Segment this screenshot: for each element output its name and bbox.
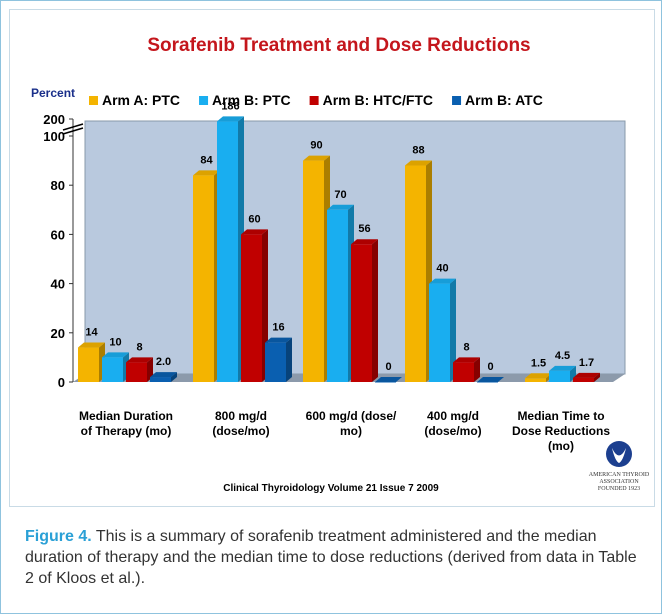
data-label: 186 [221, 100, 239, 112]
data-label: 0 [385, 361, 391, 373]
bar-top [150, 372, 177, 378]
bar-top [477, 377, 504, 382]
bar-top [573, 372, 600, 378]
caption-text: This is a summary of sorafenib treatment… [25, 528, 637, 587]
x-tick-label: Median Duration of Therapy (mo) [78, 409, 173, 438]
data-label: 90 [310, 140, 322, 152]
logo-mark [606, 441, 632, 467]
bar [429, 283, 450, 382]
bar-side [372, 239, 378, 382]
data-label: 70 [334, 189, 346, 201]
legend-label: Arm B: HTC/FTC [323, 92, 433, 108]
legend-swatch [89, 96, 98, 105]
data-label: 1.5 [531, 357, 546, 369]
legend-label: Arm A: PTC [102, 92, 180, 108]
bar [78, 347, 99, 382]
bar-top [193, 170, 220, 176]
bar [405, 165, 426, 382]
bar-top [102, 352, 129, 358]
data-label: 8 [136, 341, 142, 353]
x-tick-label: 400 mg/d (dose/mo) [424, 409, 482, 438]
bar [193, 175, 214, 382]
bar-top [126, 357, 153, 363]
bar [477, 382, 498, 383]
bar-top [303, 155, 330, 161]
bar-top [453, 357, 480, 363]
legend-swatch [309, 96, 319, 105]
bar-side [450, 278, 456, 382]
bar-side [594, 372, 600, 382]
bar-top [265, 337, 292, 343]
data-label: 1.7 [579, 357, 594, 369]
logo-founded: FOUNDED 1923 [597, 486, 641, 492]
bar [375, 382, 396, 383]
bar [217, 121, 238, 382]
caption: Figure 4. This is a summary of sorafenib… [25, 526, 645, 589]
y-tick-label: 20 [51, 326, 65, 341]
chart: Sorafenib Treatment and Dose Reductions … [31, 35, 626, 390]
bar-side [474, 357, 480, 382]
data-label: 14 [85, 327, 98, 339]
data-label: 4.5 [555, 350, 570, 362]
data-label: 84 [200, 154, 213, 166]
source: Clinical Thyroidology Volume 21 Issue 7 … [223, 483, 439, 494]
y-tick-label: 60 [51, 227, 65, 242]
y-tick-label: 40 [51, 277, 65, 292]
bar-top [525, 373, 552, 379]
caption-label: Figure 4. [25, 528, 92, 545]
bar [549, 370, 570, 382]
bar-side [171, 372, 177, 382]
y-tick-label: 100 [43, 129, 65, 144]
bar-top [405, 160, 432, 166]
logo: AMERICAN THYROID ASSOCIATION FOUNDED 192… [586, 439, 652, 493]
bar [573, 377, 594, 382]
y-tick-label: 0 [58, 375, 65, 390]
bar-top [217, 116, 244, 122]
bar [102, 357, 123, 382]
x-tick-label: Median Time to Dose Reductions (mo) [511, 409, 610, 453]
bar-top [375, 377, 402, 382]
bar [126, 362, 147, 382]
y-axis-label: Percent [31, 86, 75, 100]
data-label: 8 [463, 341, 469, 353]
data-label: 56 [358, 223, 370, 235]
data-label: 0 [487, 361, 493, 373]
legend-label: Arm B: ATC [465, 92, 543, 108]
data-label: 40 [436, 263, 448, 275]
data-label: 10 [109, 336, 121, 348]
bar-top [241, 229, 268, 235]
data-label: 16 [272, 322, 284, 334]
bar [453, 362, 474, 382]
logo-name: AMERICAN THYROID ASSOCIATION [588, 472, 650, 485]
bar [351, 244, 372, 382]
bar-top [429, 278, 456, 284]
data-label: 60 [248, 213, 260, 225]
y-tick-label: 80 [51, 178, 65, 193]
data-label: 88 [412, 145, 424, 157]
bar [241, 234, 262, 382]
legend-swatch [452, 96, 462, 105]
bar-top [549, 365, 576, 371]
x-tick-label: 600 mg/d (dose/ mo) [305, 409, 397, 438]
axis-break [62, 123, 84, 135]
bar-top [327, 204, 354, 210]
chart-title: Sorafenib Treatment and Dose Reductions [147, 35, 530, 56]
bar-top [78, 342, 105, 348]
legend-label: Arm B: PTC [212, 92, 291, 108]
x-tick-label: 800 mg/d (dose/mo) [212, 409, 270, 438]
bar [525, 378, 546, 382]
legend-swatch [199, 96, 209, 105]
bar-top [351, 239, 378, 245]
bar [303, 160, 324, 382]
bar-side [286, 337, 292, 382]
bar [265, 342, 286, 382]
bar [327, 209, 348, 382]
bar [150, 377, 171, 382]
data-label: 2.0 [156, 356, 171, 368]
y-tick-label: 200 [43, 112, 65, 127]
